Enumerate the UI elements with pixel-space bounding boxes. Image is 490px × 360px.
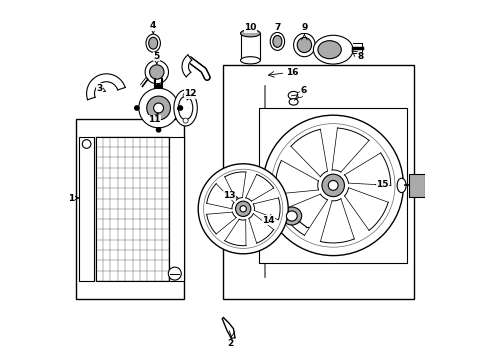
Polygon shape xyxy=(320,199,354,243)
Polygon shape xyxy=(225,219,246,246)
Circle shape xyxy=(82,140,91,148)
Circle shape xyxy=(135,106,139,110)
Text: 10: 10 xyxy=(244,23,257,32)
Polygon shape xyxy=(87,74,125,100)
Bar xyxy=(260,108,407,263)
Ellipse shape xyxy=(288,91,299,99)
Circle shape xyxy=(297,92,303,98)
Ellipse shape xyxy=(241,30,260,37)
Polygon shape xyxy=(245,175,274,201)
Text: 4: 4 xyxy=(150,22,156,31)
Circle shape xyxy=(183,93,188,98)
Text: 2: 2 xyxy=(227,339,234,348)
Polygon shape xyxy=(222,318,233,338)
Circle shape xyxy=(183,118,188,123)
Ellipse shape xyxy=(314,35,353,64)
Circle shape xyxy=(154,103,164,113)
Ellipse shape xyxy=(289,99,298,105)
Ellipse shape xyxy=(149,65,164,79)
Text: 16: 16 xyxy=(286,68,298,77)
Bar xyxy=(409,174,425,197)
Circle shape xyxy=(178,106,183,110)
Circle shape xyxy=(198,164,288,254)
Bar xyxy=(170,137,184,281)
Ellipse shape xyxy=(282,207,302,225)
Circle shape xyxy=(240,206,246,212)
Ellipse shape xyxy=(397,178,406,193)
Circle shape xyxy=(156,128,161,132)
Circle shape xyxy=(236,201,251,216)
Bar xyxy=(79,137,94,281)
Bar xyxy=(76,119,184,299)
Text: 8: 8 xyxy=(357,53,363,62)
Circle shape xyxy=(204,169,283,248)
Polygon shape xyxy=(332,128,369,172)
Ellipse shape xyxy=(273,36,282,48)
Circle shape xyxy=(169,267,181,280)
Circle shape xyxy=(271,123,395,247)
Ellipse shape xyxy=(294,33,315,57)
Ellipse shape xyxy=(146,34,160,52)
Polygon shape xyxy=(207,184,234,209)
Ellipse shape xyxy=(174,90,197,126)
Circle shape xyxy=(263,115,403,256)
Bar xyxy=(241,33,260,60)
Circle shape xyxy=(156,84,161,89)
Polygon shape xyxy=(182,55,192,77)
Text: 13: 13 xyxy=(222,191,235,200)
Polygon shape xyxy=(225,172,246,200)
Text: 7: 7 xyxy=(274,23,281,32)
Polygon shape xyxy=(281,194,328,235)
Bar xyxy=(223,65,414,299)
Circle shape xyxy=(328,180,338,190)
Polygon shape xyxy=(276,161,318,194)
Circle shape xyxy=(322,174,344,197)
Ellipse shape xyxy=(297,37,312,53)
Polygon shape xyxy=(344,188,388,230)
Polygon shape xyxy=(291,129,327,177)
Text: 15: 15 xyxy=(376,180,389,189)
Ellipse shape xyxy=(145,60,169,84)
Circle shape xyxy=(147,96,171,120)
Polygon shape xyxy=(249,214,274,243)
Ellipse shape xyxy=(148,37,158,49)
Ellipse shape xyxy=(241,57,260,64)
Text: 12: 12 xyxy=(184,89,196,98)
Text: 9: 9 xyxy=(301,23,308,32)
Ellipse shape xyxy=(178,96,193,120)
Polygon shape xyxy=(344,153,391,185)
Ellipse shape xyxy=(270,32,285,50)
Ellipse shape xyxy=(318,41,342,59)
Text: 6: 6 xyxy=(300,86,306,95)
Text: 11: 11 xyxy=(148,115,161,124)
Text: 14: 14 xyxy=(262,216,275,225)
Polygon shape xyxy=(253,198,280,220)
Ellipse shape xyxy=(286,211,297,221)
Text: 3: 3 xyxy=(96,84,102,93)
Text: 5: 5 xyxy=(154,52,160,61)
Circle shape xyxy=(139,88,178,128)
Polygon shape xyxy=(207,212,236,234)
Text: 1: 1 xyxy=(69,194,74,202)
